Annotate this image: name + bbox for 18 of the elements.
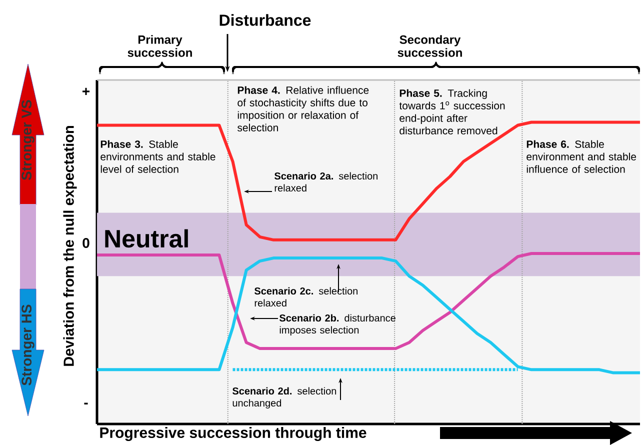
text: Stronger HS xyxy=(22,304,34,386)
band-label: Neutral xyxy=(105,229,188,248)
text: Scenario 2d. selection unchanged xyxy=(232,387,336,409)
text: - xyxy=(84,402,88,404)
text: Primary succession xyxy=(128,35,192,57)
text: Secondary succession xyxy=(398,35,462,57)
text: Stronger VS xyxy=(22,100,34,180)
text: + xyxy=(82,88,90,96)
text: 0 xyxy=(82,238,90,248)
annotation: Phase 3. Stable environments and stable level of selection xyxy=(100,140,216,173)
annotation: Phase 6. Stable environment and stable influence of selection xyxy=(526,140,636,173)
annotation: Phase 5. Tracking towards 1$^{o}$ succession end-point after disturbance removed xyxy=(399,89,505,134)
annotation: Phase 4. Relative influence of stochasticity shifts due to imposition or relaxation of selection xyxy=(238,86,369,132)
y-axis-title: Deviation from the null expectation xyxy=(63,126,77,366)
annotation: Scenario 2b. disturbance imposes selection xyxy=(279,314,396,336)
text: Scenario 2a. selection relaxed xyxy=(274,172,378,192)
text: Disturbance xyxy=(220,14,311,26)
x-axis-title: Progressive succession through time xyxy=(100,426,366,442)
